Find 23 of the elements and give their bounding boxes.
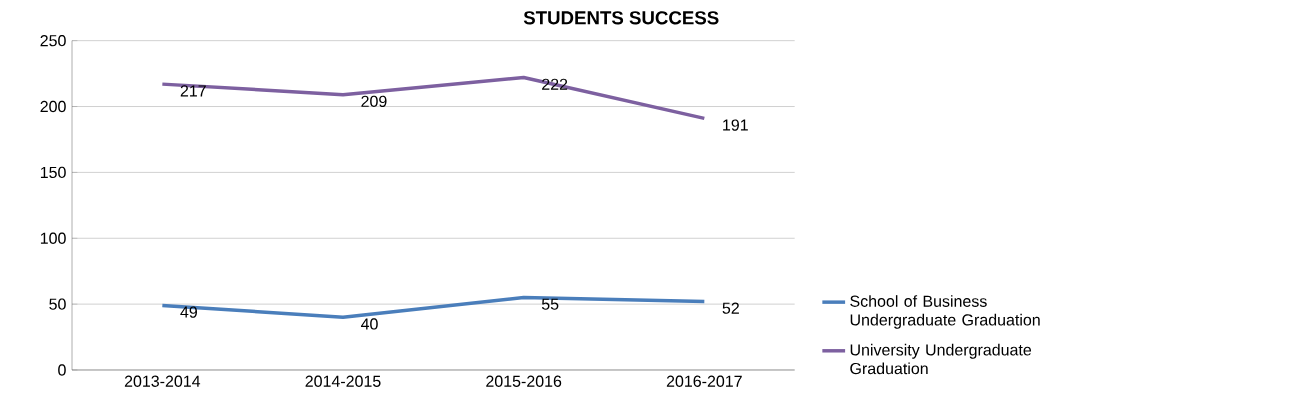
y-tick-label: 200 [40, 100, 66, 113]
data-label: 52 [722, 302, 739, 314]
chart-title: STUDENTS SUCCESS [523, 11, 719, 25]
y-tick-label: 50 [49, 298, 66, 310]
y-tick-label: 250 [40, 35, 66, 47]
data-label: 49 [180, 306, 197, 318]
data-label: 40 [360, 318, 378, 330]
line-series [160, 75, 707, 121]
data-label: 222 [542, 78, 568, 90]
data-label: 191 [723, 119, 748, 131]
line-series [160, 295, 707, 320]
x-tick-label: 2013-2014 [124, 375, 201, 387]
y-tick-label: 100 [40, 232, 66, 244]
data-label: 209 [361, 95, 387, 107]
x-tick-label: 2014-2015 [305, 375, 381, 387]
legend-label: University Undergraduate Graduation [850, 343, 1032, 375]
x-tick-label: 2016-2017 [666, 375, 742, 387]
data-label: 217 [180, 85, 206, 97]
legend-label: School of Business Undergraduate Graduation [850, 295, 1040, 329]
y-tick-label: 0 [58, 364, 66, 376]
x-tick-label: 2015-2016 [486, 375, 562, 387]
data-label: 55 [541, 298, 559, 310]
y-tick-label: 150 [40, 166, 66, 179]
